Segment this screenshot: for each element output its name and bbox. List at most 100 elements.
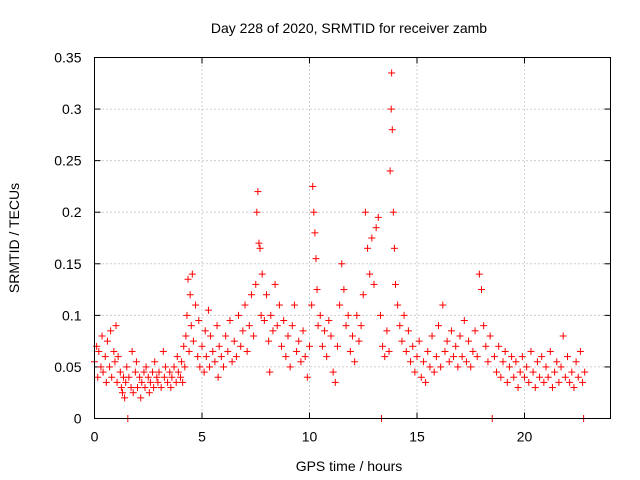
y-tick-label: 0.2 xyxy=(62,204,82,220)
data-point xyxy=(428,332,436,340)
data-point xyxy=(161,363,169,371)
data-point xyxy=(439,301,447,309)
data-point xyxy=(101,353,109,361)
data-point xyxy=(411,368,419,376)
data-point xyxy=(394,301,402,309)
data-point xyxy=(243,347,251,355)
data-point xyxy=(170,363,178,371)
data-point xyxy=(288,322,296,330)
data-point xyxy=(318,342,326,350)
data-point xyxy=(336,301,344,309)
data-point xyxy=(107,327,115,335)
data-point xyxy=(386,167,394,175)
x-tick-label: 5 xyxy=(198,429,206,445)
data-point xyxy=(308,301,316,309)
data-point xyxy=(184,275,192,283)
data-point xyxy=(546,347,554,355)
data-point xyxy=(400,311,408,319)
tick-labels: 0 0.05 0.1 0.15 0.2 0.25 0.3 0.35 0 5 10 15 20 xyxy=(54,50,532,445)
data-point xyxy=(179,378,187,386)
y-tick-label: 0.15 xyxy=(54,256,81,272)
data-point xyxy=(211,358,219,366)
data-point xyxy=(154,378,162,386)
data-point xyxy=(389,208,397,216)
data-point xyxy=(456,332,464,340)
data-point xyxy=(516,368,524,376)
data-point xyxy=(125,373,133,381)
data-point xyxy=(252,280,260,288)
data-point xyxy=(137,394,145,402)
data-point xyxy=(576,347,584,355)
data-point xyxy=(237,342,245,350)
data-point xyxy=(568,368,576,376)
data-point xyxy=(321,327,329,335)
data-point xyxy=(196,363,204,371)
data-point xyxy=(555,378,563,386)
data-point xyxy=(340,286,348,294)
data-point xyxy=(441,347,449,355)
data-point xyxy=(142,363,150,371)
data-point xyxy=(153,373,161,381)
data-point xyxy=(118,389,126,397)
data-point xyxy=(465,337,473,345)
data-point xyxy=(102,378,110,386)
data-point xyxy=(409,342,417,350)
data-point xyxy=(527,347,535,355)
data-point xyxy=(226,317,234,325)
x-tick-label: 15 xyxy=(409,429,425,445)
data-point xyxy=(260,317,268,325)
data-point xyxy=(564,353,571,361)
data-point xyxy=(419,358,427,366)
data-point xyxy=(204,306,212,314)
data-point xyxy=(178,358,186,366)
data-point xyxy=(542,363,550,371)
data-point xyxy=(230,337,238,345)
data-point xyxy=(475,270,483,278)
data-point xyxy=(98,332,106,340)
data-points xyxy=(91,69,589,422)
data-point xyxy=(432,353,440,361)
data-point xyxy=(381,353,389,361)
data-point xyxy=(447,327,455,335)
data-point xyxy=(112,322,120,330)
data-point xyxy=(167,384,175,392)
data-point xyxy=(404,327,412,335)
data-point xyxy=(480,322,488,330)
data-point xyxy=(110,347,118,355)
data-point xyxy=(265,337,273,345)
data-point xyxy=(325,317,333,325)
data-point xyxy=(557,363,565,371)
data-point xyxy=(278,342,286,350)
data-point xyxy=(180,342,188,350)
data-point xyxy=(514,384,522,392)
data-point xyxy=(94,373,102,381)
data-point xyxy=(505,363,513,371)
data-point xyxy=(544,373,552,381)
data-point xyxy=(501,347,509,355)
data-point xyxy=(232,353,240,361)
data-point xyxy=(460,317,468,325)
data-point xyxy=(445,358,453,366)
data-point xyxy=(189,337,197,345)
data-point xyxy=(131,368,139,376)
data-point xyxy=(454,363,462,371)
data-point xyxy=(493,368,501,376)
data-point xyxy=(529,368,537,376)
data-point xyxy=(177,373,184,381)
data-point xyxy=(160,373,168,381)
data-point xyxy=(353,311,361,319)
data-point xyxy=(123,363,131,371)
data-point xyxy=(510,373,518,381)
y-tick-label: 0.35 xyxy=(54,50,81,66)
data-point xyxy=(209,347,217,355)
data-point xyxy=(495,342,503,350)
data-point xyxy=(293,347,301,355)
x-tick-label: 20 xyxy=(517,429,533,445)
data-point xyxy=(471,327,479,335)
data-point xyxy=(254,188,262,196)
data-point xyxy=(484,358,492,366)
data-point xyxy=(214,373,222,381)
data-point xyxy=(553,358,561,366)
data-point xyxy=(200,368,208,376)
data-point xyxy=(258,270,266,278)
